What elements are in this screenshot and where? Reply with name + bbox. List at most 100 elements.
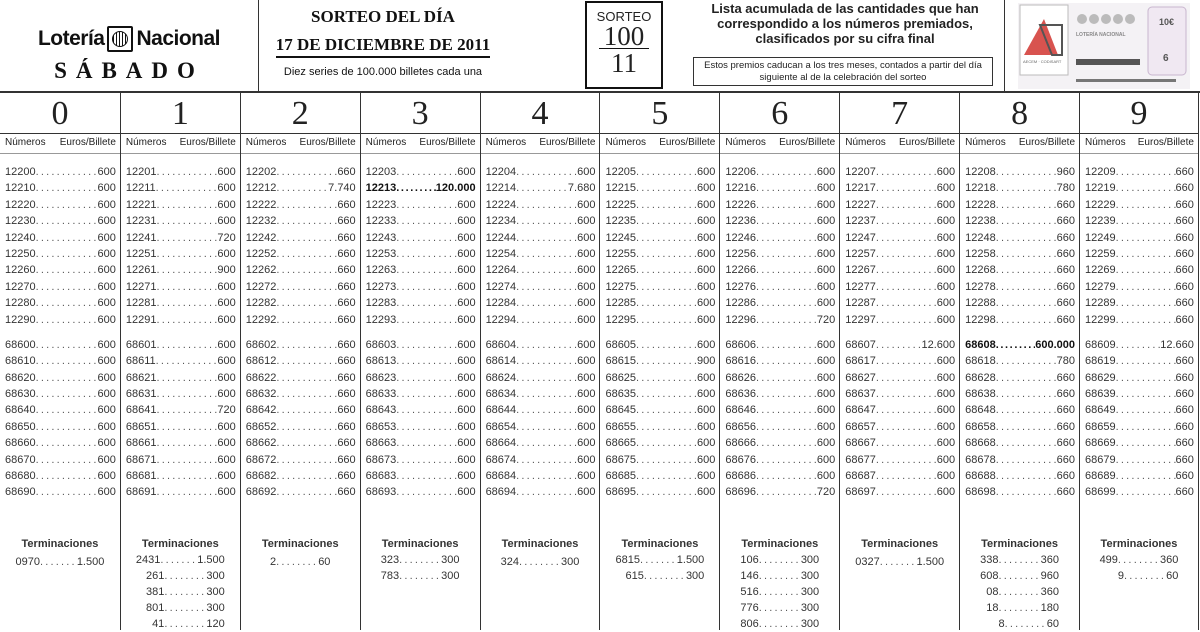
dot-leader: ..............	[636, 437, 697, 450]
table-row: 12263..............600	[366, 262, 476, 278]
table-row: 68697..............600	[845, 484, 955, 500]
prize-amount: 660	[1175, 215, 1194, 228]
table-row: 12202..............660	[246, 164, 356, 180]
prize-amount: 600	[97, 371, 116, 384]
ending-number: 9	[1117, 570, 1125, 582]
table-row: 68661..............600	[126, 435, 236, 451]
prize-amount: 7.680	[567, 182, 596, 195]
dot-leader: ..............	[755, 297, 817, 310]
prize-number: 68617	[845, 355, 876, 368]
table-row: 12220..............600	[5, 197, 116, 213]
dot-leader: .......	[40, 556, 77, 568]
prize-amount: 600	[936, 420, 956, 433]
table-row: 12296..............720	[725, 312, 835, 328]
prize-amount: 12.660	[1160, 338, 1194, 351]
prize-number: 68686	[725, 470, 756, 483]
prize-amount: 660	[1175, 388, 1194, 401]
column-labels: Números Euros/Billete	[480, 134, 600, 154]
dot-leader: .......	[160, 554, 198, 566]
table-row: 12271..............600	[126, 279, 236, 295]
svg-text:LOTERÍA NACIONAL: LOTERÍA NACIONAL	[1076, 30, 1126, 38]
prize-number: 68680	[5, 470, 36, 483]
ending-amount: 1.500	[76, 556, 105, 568]
ending-amount: 300	[800, 570, 820, 582]
prize-amount: 600	[696, 182, 716, 195]
prize-number: 68600	[5, 338, 36, 351]
prize-number: 68631	[125, 388, 157, 401]
prize-number: 68649	[1085, 404, 1116, 417]
dot-leader: ..............	[396, 338, 457, 351]
prize-amount: 600	[816, 470, 836, 483]
prize-number: 68682	[245, 470, 277, 483]
table-row: 68618..............780	[965, 353, 1075, 369]
euros-label: Euros/Billete	[1137, 137, 1194, 148]
dot-leader: ..............	[155, 355, 218, 368]
table-row: 68603..............600	[366, 337, 476, 353]
dot-leader: ..............	[755, 388, 817, 401]
dot-leader: ..............	[396, 198, 457, 211]
dot-leader: ..............	[1115, 486, 1176, 499]
prize-number: 68688	[965, 470, 996, 483]
table-row: 12277..............600	[845, 279, 955, 295]
prize-number: 12233	[365, 215, 397, 228]
prize-amount: 660	[1175, 371, 1194, 384]
dot-leader: ..............	[276, 247, 337, 260]
dot-leader: ..............	[516, 280, 577, 293]
numbers-label: Números	[365, 137, 407, 148]
dot-leader: ..............	[755, 437, 817, 450]
dot-leader: ..............	[156, 388, 217, 401]
number-block: 12202..............66012212.............…	[241, 154, 360, 328]
terminacion-row: 776........300	[740, 600, 819, 616]
prize-number: 12277	[845, 280, 876, 293]
dot-leader: ........	[1117, 554, 1160, 566]
prize-amount: 600	[217, 486, 236, 499]
column-labels: Números Euros/Billete	[1080, 134, 1198, 154]
table-row: 12243..............600	[366, 230, 476, 246]
ending-number: 6815	[615, 554, 640, 566]
dot-leader: ..............	[35, 355, 98, 368]
prize-amount: 600	[217, 313, 236, 326]
table-row: 12249..............660	[1085, 230, 1194, 246]
table-row: 68641..............720	[126, 402, 236, 418]
dot-leader: ..............	[276, 280, 337, 293]
prize-number: 12263	[365, 264, 397, 277]
table-row: 12293..............600	[366, 312, 476, 328]
column-8: 8 Números Euros/Billete 12208..............…	[959, 93, 1080, 630]
table-row: 12222..............660	[246, 197, 356, 213]
table-row: 12252..............660	[246, 246, 356, 262]
table-row: 12294..............600	[486, 312, 596, 328]
number-block: 12207..............60012217.............…	[840, 154, 959, 328]
prize-amount: 660	[1175, 198, 1194, 211]
dot-leader: ..............	[396, 453, 457, 466]
table-row: 68679..............660	[1085, 452, 1194, 468]
table-row: 12259..............660	[1085, 246, 1194, 262]
dot-leader: ..............	[516, 470, 577, 483]
prize-amount: 660	[1175, 182, 1194, 195]
ending-number: 324	[500, 556, 519, 568]
table-row: 68640..............600	[5, 402, 116, 418]
dot-leader: ..............	[276, 297, 337, 310]
prize-amount: 720	[816, 313, 836, 326]
prize-amount: 600	[696, 198, 716, 211]
prize-number: 12258	[965, 247, 996, 260]
dot-leader: ..............	[1115, 247, 1176, 260]
dot-leader: ..............	[396, 166, 457, 178]
prize-number: 12207	[845, 166, 876, 178]
dot-leader: ..............	[755, 231, 817, 244]
dot-leader: ..............	[755, 420, 817, 433]
table-row: 12216..............600	[725, 180, 835, 196]
table-row: 12248..............660	[965, 230, 1075, 246]
table-row: 12268..............660	[965, 262, 1075, 278]
prize-number: 12249	[1085, 231, 1116, 244]
ending-number: 2	[270, 556, 277, 568]
ending-amount: 300	[800, 618, 820, 630]
prize-number: 12285	[605, 297, 637, 310]
prize-amount: 600	[696, 371, 716, 384]
dot-leader: .......	[639, 554, 677, 566]
prize-amount: 600	[217, 166, 236, 178]
table-row: 12234..............600	[486, 213, 596, 229]
table-row: 12261..............900	[126, 262, 236, 278]
prize-amount: 600	[936, 182, 956, 195]
dot-leader: ..............	[156, 420, 217, 433]
table-row: 68635..............600	[605, 386, 715, 402]
